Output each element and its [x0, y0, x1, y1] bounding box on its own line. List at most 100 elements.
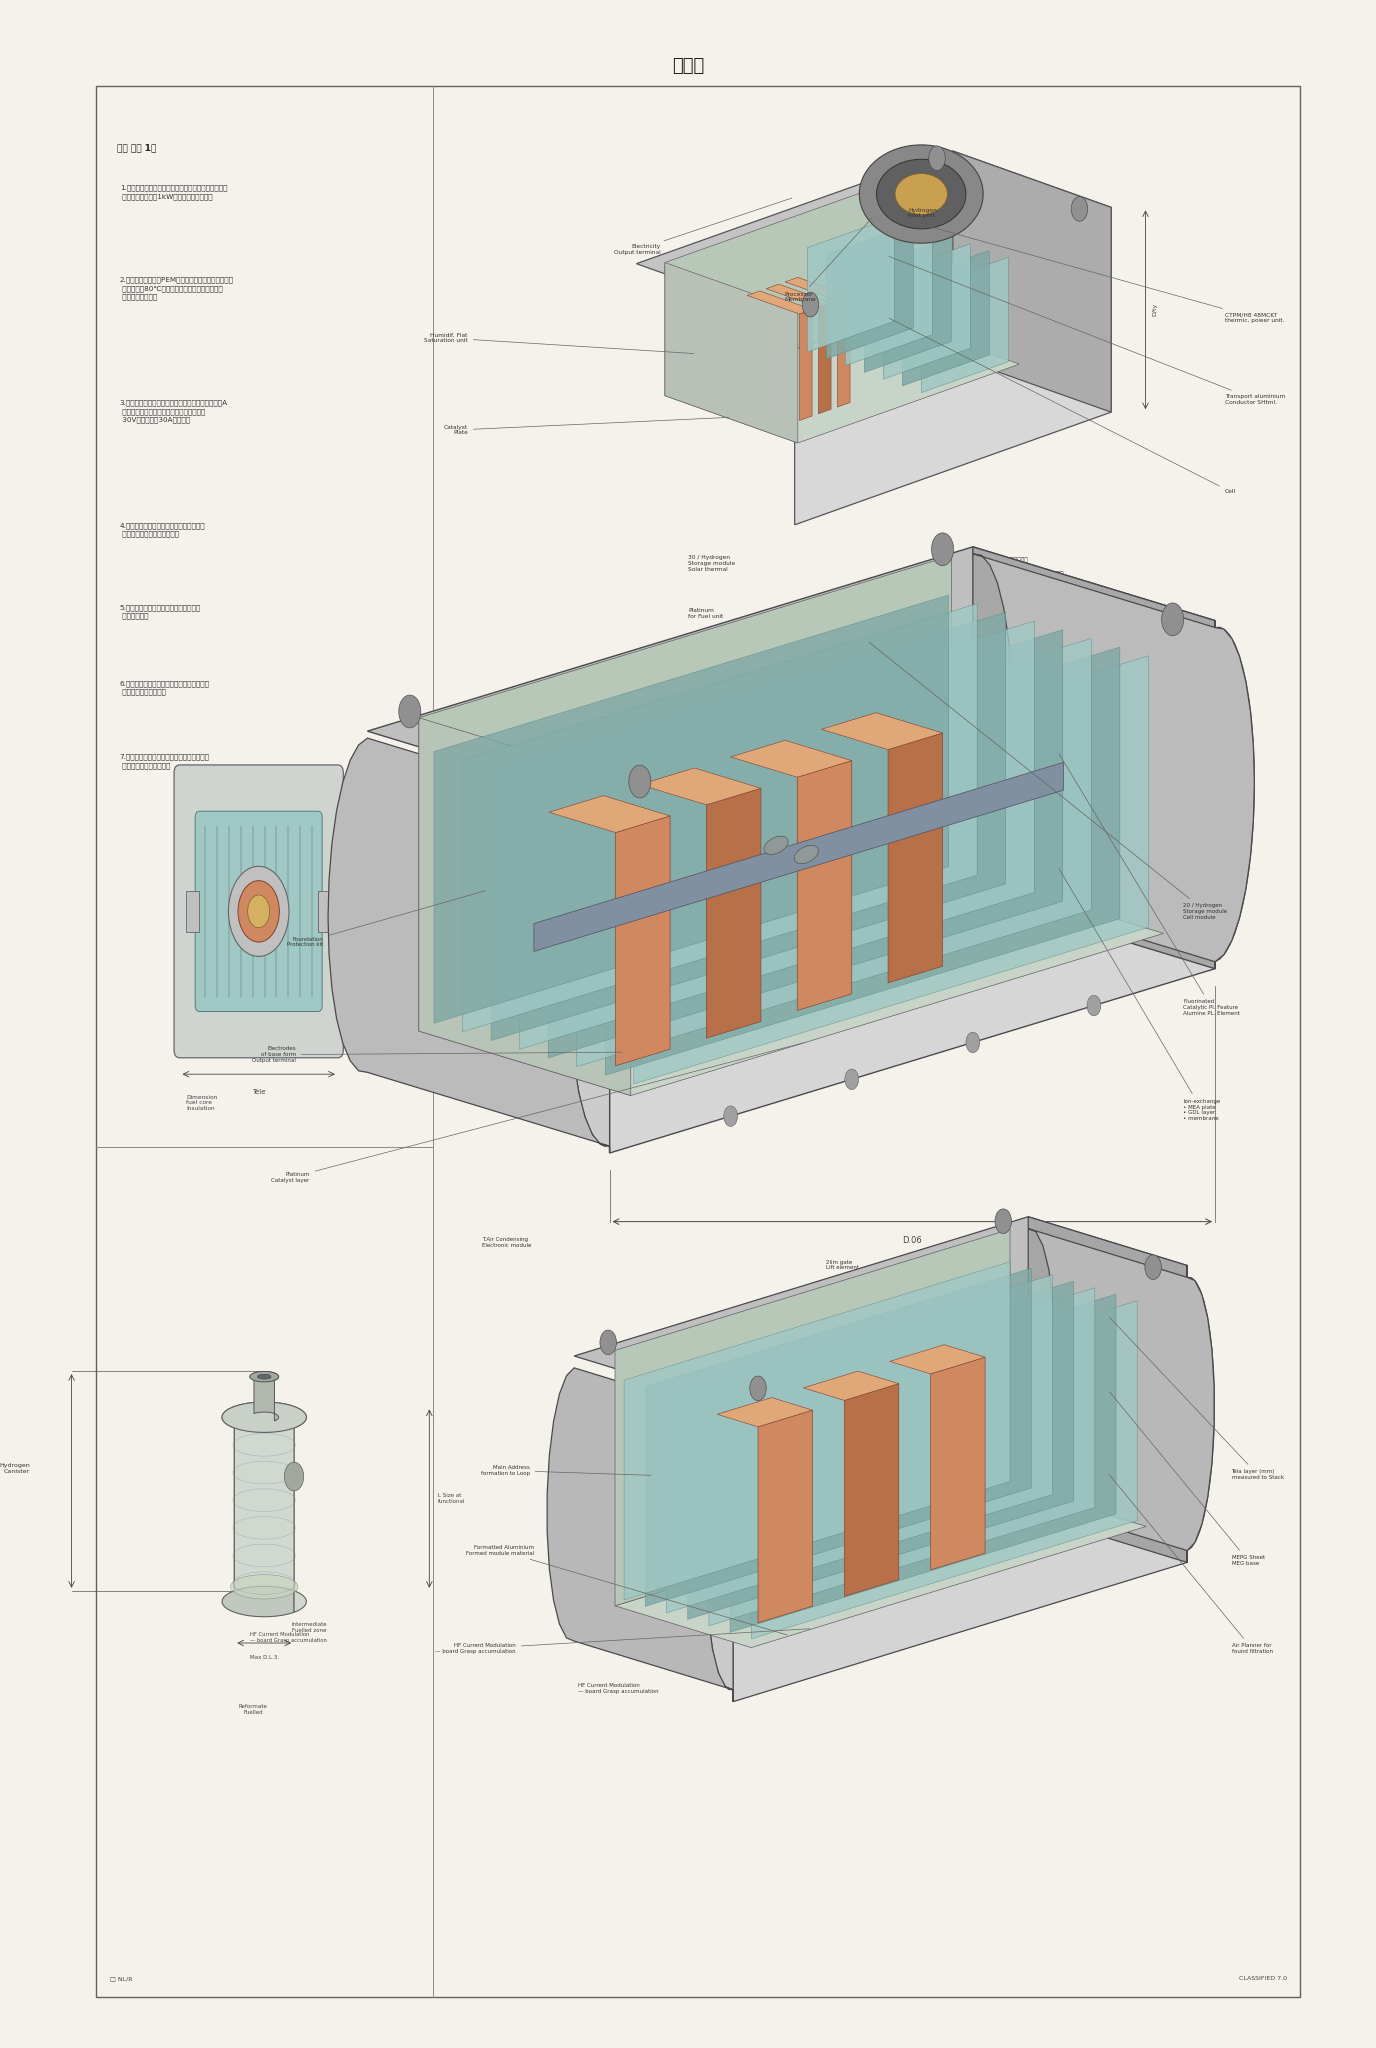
Circle shape	[724, 1106, 738, 1126]
Text: Catalyst
Plate: Catalyst Plate	[443, 418, 728, 436]
Circle shape	[285, 1462, 304, 1491]
Polygon shape	[433, 594, 948, 1024]
Text: Ion-exchange
• MEA plate
• GDL layer
• membrane: Ion-exchange • MEA plate • GDL layer • m…	[1060, 868, 1221, 1120]
Text: D/ty: D/ty	[1153, 303, 1157, 315]
Polygon shape	[751, 1300, 1137, 1638]
Polygon shape	[808, 217, 894, 352]
Text: Reformate
Fuelled: Reformate Fuelled	[239, 1704, 267, 1714]
Text: Platinum
Catalyst layer: Platinum Catalyst layer	[271, 1042, 804, 1184]
Polygon shape	[890, 1346, 985, 1374]
Polygon shape	[665, 184, 886, 395]
Text: 3.セルスタックは複数のセルを積層して構成され、A
 タイプの電極と酸素膜を含む。出力電圧は
 30Vで、電流は30Aである。: 3.セルスタックは複数のセルを積層して構成され、A タイプの電極と酸素膜を含む。…	[120, 399, 228, 424]
Text: L Size at
functional: L Size at functional	[438, 1493, 465, 1503]
Polygon shape	[826, 223, 914, 358]
Text: 2.高分子電解質膜（PEM）を用いたセル構造であり、
 動作温度は80℃以下である。高効率エネルギー
 変換を実現する。: 2.高分子電解質膜（PEM）を用いたセル構造であり、 動作温度は80℃以下である…	[120, 276, 234, 301]
Circle shape	[966, 1032, 980, 1053]
Polygon shape	[645, 1268, 1031, 1606]
Circle shape	[750, 1376, 766, 1401]
Circle shape	[802, 293, 819, 317]
Text: HF Current Modulation
— board Grasp accumulation: HF Current Modulation — board Grasp accu…	[578, 1683, 659, 1694]
Polygon shape	[845, 229, 933, 367]
Text: Processor
Membrane: Processor Membrane	[784, 219, 872, 303]
Text: HF Current Modulation
— board Grasp accumulation: HF Current Modulation — board Grasp accu…	[435, 1628, 809, 1655]
Polygon shape	[615, 1485, 1146, 1647]
Text: Humidif. Flat
Saturation unit: Humidif. Flat Saturation unit	[424, 332, 694, 354]
Text: 7.発生する副産物は水と熱であり、排出気体
 もおおむね清潔である。: 7.発生する副産物は水と熱であり、排出気体 もおおむね清潔である。	[120, 754, 209, 768]
Polygon shape	[747, 291, 812, 313]
Polygon shape	[864, 238, 951, 373]
FancyBboxPatch shape	[173, 764, 344, 1057]
Polygon shape	[327, 737, 610, 1147]
Polygon shape	[973, 547, 1215, 969]
Text: Cell: Cell	[889, 317, 1236, 494]
Text: 30 / Hydrogen
Storage module
Solar thermal: 30 / Hydrogen Storage module Solar therm…	[688, 555, 735, 571]
Polygon shape	[821, 713, 943, 750]
Polygon shape	[804, 1372, 899, 1401]
Circle shape	[1071, 197, 1088, 221]
Polygon shape	[534, 762, 1064, 952]
Text: Intermediate
Fuelled zone: Intermediate Fuelled zone	[292, 1622, 327, 1632]
Circle shape	[929, 145, 945, 170]
Text: 20 / Hydrogen
Storage module
Cell module: 20 / Hydrogen Storage module Cell module	[870, 643, 1227, 920]
Polygon shape	[922, 258, 1009, 393]
Polygon shape	[819, 303, 831, 414]
Polygon shape	[367, 547, 1215, 805]
Polygon shape	[903, 250, 989, 385]
Polygon shape	[548, 1368, 733, 1690]
Text: Main Address
formation to Loop: Main Address formation to Loop	[480, 1464, 651, 1477]
Polygon shape	[577, 639, 1091, 1067]
Text: 燃料電: 燃料電	[671, 57, 705, 74]
Circle shape	[1145, 1255, 1161, 1280]
Polygon shape	[520, 621, 1035, 1049]
Polygon shape	[888, 733, 943, 983]
Text: Hydrogen
Inlet port: Hydrogen Inlet port	[908, 203, 966, 219]
Circle shape	[228, 866, 289, 956]
Polygon shape	[1028, 1229, 1214, 1550]
Polygon shape	[666, 1274, 1053, 1614]
Polygon shape	[615, 1229, 1010, 1606]
Text: N— 電気化学反応でて直流電力を使用

この燃料電池スタックは電気化学反応原理に基づき発電を行い、
水と熱のみを副産物として排出する清潔なエネルギー源である。
: N— 電気化学反応でて直流電力を使用 この燃料電池スタックは電気化学反応原理に基…	[963, 557, 1065, 598]
Polygon shape	[709, 1288, 1095, 1626]
Bar	[96, 86, 1300, 1997]
Text: Transport aluminium
Conductor SHtml.: Transport aluminium Conductor SHtml.	[889, 256, 1285, 406]
Circle shape	[399, 694, 421, 727]
Polygon shape	[615, 815, 670, 1065]
Text: z: z	[361, 909, 365, 913]
Polygon shape	[1187, 1266, 1214, 1563]
Text: 燃料 電池 1例: 燃料 電池 1例	[117, 143, 157, 152]
Text: Hydrogen
Canister: Hydrogen Canister	[0, 1462, 30, 1475]
Text: 4.冷却水が内部を巡環し、熱管理を行う。
 温度調節は自動制御される。: 4.冷却水が内部を巡環し、熱管理を行う。 温度調節は自動制御される。	[120, 522, 205, 537]
Polygon shape	[222, 1403, 307, 1432]
Polygon shape	[570, 805, 610, 1153]
Text: Tela layer (mm)
measured to Stack: Tela layer (mm) measured to Stack	[1109, 1317, 1284, 1481]
Text: HF Current Modulation
— board Grasp accumulation: HF Current Modulation — board Grasp accu…	[250, 1632, 327, 1642]
Polygon shape	[230, 1575, 299, 1599]
Polygon shape	[574, 1217, 1187, 1405]
Polygon shape	[930, 1358, 985, 1571]
Polygon shape	[234, 1403, 307, 1612]
Polygon shape	[625, 1262, 1010, 1599]
Text: Max D.L.3.: Max D.L.3.	[249, 1655, 279, 1661]
Text: Formatted Aluminium
Formed module material: Formatted Aluminium Formed module materi…	[465, 1544, 787, 1634]
Text: Air Planner for
found filtration: Air Planner for found filtration	[1109, 1475, 1273, 1655]
Text: Electrodes
of base form
Output terminal: Electrodes of base form Output terminal	[252, 1047, 622, 1063]
Ellipse shape	[877, 160, 966, 229]
Text: CTPM/H8 48MCKT
thermic, power unit.: CTPM/H8 48MCKT thermic, power unit.	[889, 215, 1284, 324]
Bar	[186, 891, 200, 932]
Polygon shape	[418, 555, 952, 1030]
Polygon shape	[688, 1282, 1073, 1620]
Text: Dimension
fuel core
Insulation: Dimension fuel core Insulation	[187, 1094, 217, 1112]
Polygon shape	[799, 309, 812, 420]
Polygon shape	[548, 629, 1062, 1059]
Text: Tele: Tele	[252, 1090, 266, 1094]
Polygon shape	[845, 1384, 899, 1595]
Text: □ NL/R: □ NL/R	[110, 1976, 132, 1980]
Polygon shape	[717, 1397, 812, 1427]
Circle shape	[629, 766, 651, 799]
Polygon shape	[249, 1372, 279, 1382]
Text: Foundation
Protection kit: Foundation Protection kit	[288, 891, 486, 948]
Text: CLASSIFIED 7.0: CLASSIFIED 7.0	[1238, 1976, 1287, 1980]
Polygon shape	[462, 604, 977, 1032]
Polygon shape	[952, 152, 1110, 412]
Text: Electricity
Output terminal: Electricity Output terminal	[614, 199, 793, 256]
